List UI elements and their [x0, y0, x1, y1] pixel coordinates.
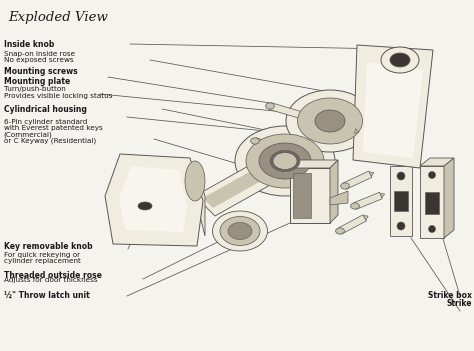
Ellipse shape	[138, 202, 152, 210]
Polygon shape	[354, 192, 382, 209]
Ellipse shape	[270, 151, 300, 172]
Text: Mounting screws: Mounting screws	[4, 67, 77, 76]
Polygon shape	[444, 158, 454, 238]
Ellipse shape	[251, 138, 259, 144]
Text: (Commercial): (Commercial)	[4, 131, 53, 138]
Ellipse shape	[351, 203, 359, 209]
Polygon shape	[290, 160, 338, 168]
Polygon shape	[353, 45, 433, 168]
Polygon shape	[354, 129, 359, 133]
Bar	[390, 166, 412, 236]
Bar	[293, 173, 311, 218]
Text: For quick rekeying or: For quick rekeying or	[4, 252, 80, 258]
Ellipse shape	[397, 172, 405, 180]
Polygon shape	[254, 138, 331, 169]
Text: Cylindrical housing: Cylindrical housing	[4, 105, 87, 114]
Ellipse shape	[259, 143, 311, 179]
Text: Provides visible locking status: Provides visible locking status	[4, 93, 112, 99]
Text: Exploded View: Exploded View	[8, 11, 108, 24]
Text: Threaded outside rose: Threaded outside rose	[4, 271, 101, 280]
Text: Key removable knob: Key removable knob	[4, 242, 92, 251]
Polygon shape	[195, 166, 205, 236]
Ellipse shape	[390, 53, 410, 67]
Ellipse shape	[397, 222, 405, 230]
Ellipse shape	[220, 217, 260, 245]
Bar	[420, 166, 444, 238]
Text: Adjusts for door thickness: Adjusts for door thickness	[4, 277, 98, 283]
Polygon shape	[363, 62, 423, 158]
Polygon shape	[364, 216, 368, 220]
Bar	[394, 191, 408, 211]
Polygon shape	[420, 158, 454, 166]
Text: Turn/push-button: Turn/push-button	[4, 86, 65, 92]
Text: ½" Throw latch unit: ½" Throw latch unit	[4, 291, 90, 300]
Polygon shape	[119, 166, 187, 232]
Ellipse shape	[265, 103, 274, 109]
Text: Inside knob: Inside knob	[4, 40, 54, 49]
Text: or C Keyway (Residential): or C Keyway (Residential)	[4, 138, 96, 144]
Polygon shape	[380, 193, 385, 198]
Bar	[425, 192, 439, 214]
Polygon shape	[329, 164, 334, 168]
Ellipse shape	[298, 98, 363, 144]
Bar	[290, 168, 330, 223]
Text: 6-Pin cylinder standard: 6-Pin cylinder standard	[4, 119, 87, 125]
Polygon shape	[105, 154, 203, 246]
Polygon shape	[369, 172, 374, 177]
Ellipse shape	[228, 223, 252, 239]
Polygon shape	[269, 102, 356, 134]
Ellipse shape	[286, 90, 374, 152]
Text: No exposed screws: No exposed screws	[4, 57, 73, 63]
Text: Mounting plate: Mounting plate	[4, 77, 70, 86]
Text: Strike box: Strike box	[428, 291, 472, 300]
Polygon shape	[338, 215, 366, 234]
Ellipse shape	[212, 211, 267, 251]
Ellipse shape	[235, 126, 335, 196]
Text: Strike: Strike	[446, 299, 472, 308]
Polygon shape	[330, 160, 338, 223]
Text: cylinder replacement: cylinder replacement	[4, 258, 81, 264]
Ellipse shape	[315, 110, 345, 132]
Polygon shape	[195, 151, 295, 216]
Ellipse shape	[428, 172, 436, 179]
Polygon shape	[344, 171, 372, 189]
Text: with Everest patented keys: with Everest patented keys	[4, 125, 102, 131]
Ellipse shape	[246, 134, 324, 188]
Ellipse shape	[381, 47, 419, 73]
Ellipse shape	[185, 161, 205, 201]
Polygon shape	[330, 191, 348, 205]
Text: Snap-on inside rose: Snap-on inside rose	[4, 51, 75, 57]
Ellipse shape	[428, 225, 436, 232]
Ellipse shape	[273, 152, 297, 170]
Ellipse shape	[336, 228, 345, 234]
Polygon shape	[203, 153, 293, 208]
Ellipse shape	[341, 183, 349, 189]
